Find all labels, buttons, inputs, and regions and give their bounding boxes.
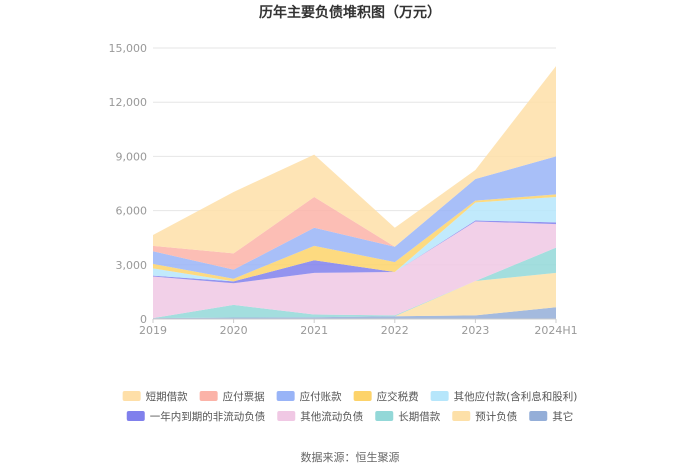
legend-label: 应交税费 — [377, 390, 419, 403]
legend-label: 其他流动负债 — [300, 410, 363, 423]
legend-swatch — [199, 391, 218, 401]
legend-item[interactable]: 其他流动负债 — [277, 410, 363, 423]
legend-swatch — [276, 391, 295, 401]
area-series-5[interactable] — [153, 197, 556, 282]
x-tick-label: 2022 — [381, 324, 409, 337]
area-series-8[interactable] — [153, 156, 556, 270]
area-series-4[interactable] — [153, 220, 556, 284]
legend-label: 应付账款 — [300, 390, 342, 403]
legend-item[interactable]: 预计负债 — [452, 410, 517, 423]
legend-swatch — [452, 411, 471, 421]
legend-swatch — [430, 391, 449, 401]
legend-item[interactable]: 其它 — [529, 410, 573, 423]
legend-item[interactable]: 一年内到期的非流动负债 — [126, 410, 266, 423]
area-series-6[interactable] — [153, 194, 556, 282]
y-tick-label: 3,000 — [116, 259, 148, 272]
y-tick-label: 15,000 — [109, 42, 148, 55]
chart-title: 历年主要负债堆积图（万元） — [259, 4, 441, 21]
legend-label: 应付票据 — [223, 390, 265, 403]
axes: 0 3,000 6,000 9,000 12,000 15,000 2019 2020 2021… — [109, 42, 578, 337]
legend-swatch — [353, 391, 372, 401]
area-series-3[interactable] — [153, 221, 556, 319]
legend-item[interactable]: 应交税费 — [353, 390, 419, 403]
legend-swatch — [122, 391, 141, 401]
legend-item[interactable]: 其他应付款(含利息和股利) — [430, 390, 578, 403]
x-tick-label: 2020 — [220, 324, 248, 337]
area-series-0[interactable] — [153, 307, 556, 319]
legend-label: 短期借款 — [146, 390, 188, 403]
legend-item[interactable]: 应付账款 — [276, 390, 342, 403]
y-tick-label: 9,000 — [116, 150, 148, 163]
y-tick-label: 0 — [140, 313, 147, 326]
legend-label: 长期借款 — [398, 410, 440, 423]
legend-swatch — [375, 411, 394, 421]
legend-item[interactable]: 长期借款 — [375, 410, 441, 423]
x-tick-label: 2019 — [139, 324, 167, 337]
legend: 短期借款 应付票据 应付账款 应交税费 其他应付款(含利息和股利) 一年内到期的非流动负债… — [122, 390, 578, 423]
x-tick-label: 2023 — [461, 324, 489, 337]
y-tick-label: 12,000 — [109, 96, 148, 109]
legend-label: 其他应付款(含利息和股利) — [454, 390, 578, 403]
legend-item[interactable]: 应付票据 — [199, 390, 265, 403]
legend-swatch — [277, 411, 296, 421]
legend-label: 一年内到期的非流动负债 — [150, 410, 266, 423]
area-series-group — [153, 66, 556, 319]
legend-swatch — [529, 411, 548, 421]
x-tick-label: 2021 — [300, 324, 328, 337]
y-tick-label: 6,000 — [116, 205, 148, 218]
legend-item[interactable]: 短期借款 — [122, 390, 188, 403]
legend-label: 预计负债 — [475, 410, 517, 423]
area-series-1[interactable] — [153, 272, 556, 319]
area-series-7[interactable] — [153, 156, 556, 279]
legend-swatch — [126, 411, 145, 421]
area-series-9[interactable] — [153, 66, 556, 254]
x-tick-label: 2024H1 — [534, 324, 577, 337]
data-source-note: 数据来源：恒生聚源 — [301, 450, 400, 464]
legend-label: 其它 — [552, 410, 573, 423]
